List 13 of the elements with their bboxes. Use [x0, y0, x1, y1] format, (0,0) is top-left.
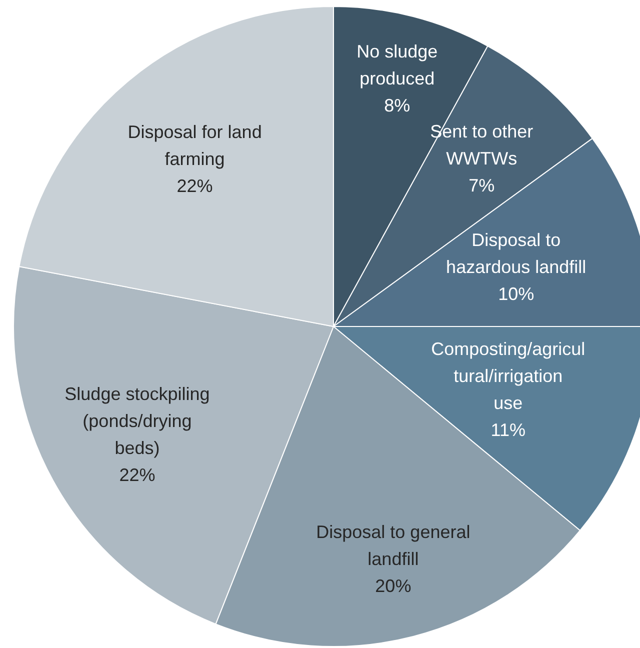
data-label: 22%: [176, 176, 213, 196]
slice-label: Composting/agricultural/irrigation use: [431, 338, 586, 413]
slice-label: Disposal for land farming: [128, 122, 262, 169]
slice-label: Disposal to general landfill: [316, 522, 470, 569]
data-label: 10%: [498, 284, 534, 304]
slice-label: Disposal to hazardous landfill: [446, 230, 586, 278]
data-label: 22%: [119, 464, 156, 485]
data-label: 11%: [490, 420, 526, 440]
data-label: 8%: [384, 96, 410, 116]
slice-label: Sludge stockpiling (ponds/drying beds): [64, 384, 210, 458]
slice-label: No sludge produced: [356, 42, 438, 89]
data-label: 7%: [468, 175, 495, 196]
data-label: 20%: [375, 576, 412, 596]
